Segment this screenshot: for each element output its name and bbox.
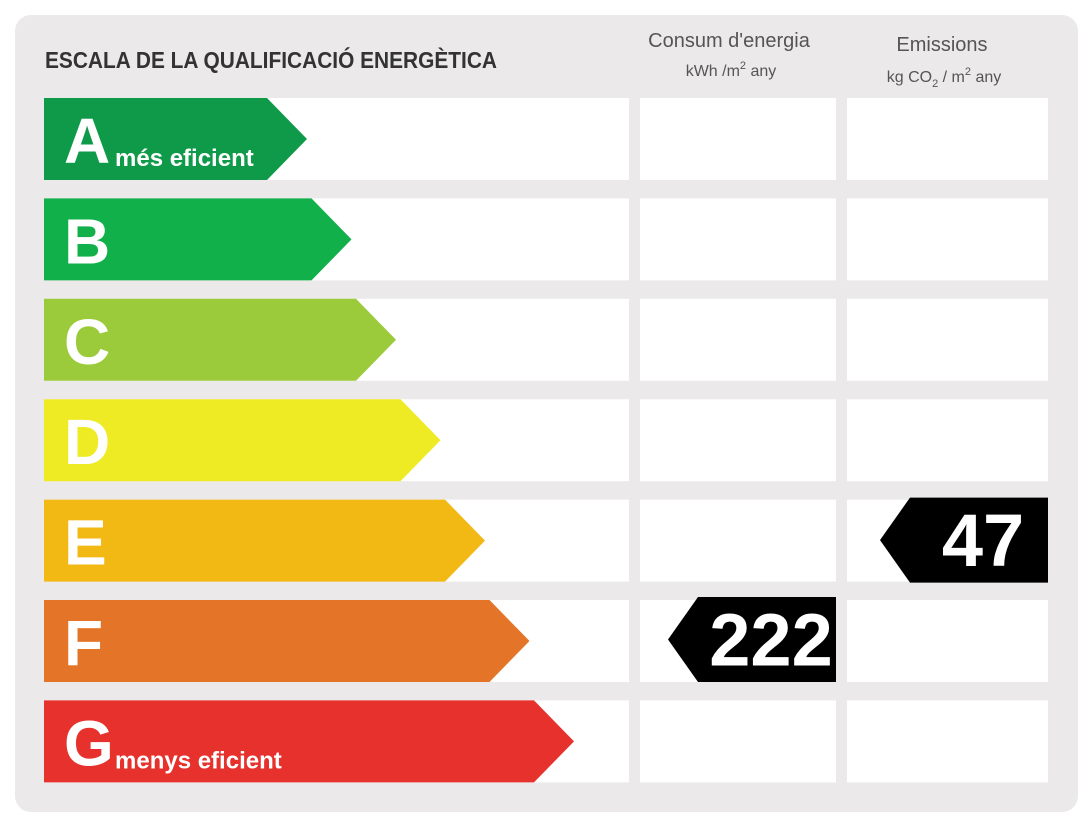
rating-arrow (44, 198, 352, 281)
rating-arrow (44, 298, 396, 381)
consumption-cell (640, 399, 836, 482)
unit-sup: 2 (740, 60, 746, 72)
rating-arrow (44, 700, 574, 783)
unit-part: any (746, 63, 776, 80)
emissions-cell (847, 600, 1048, 682)
unit-part: / m (938, 69, 965, 86)
emissions-cell (847, 700, 1048, 783)
emissions-title: Emissions (896, 34, 987, 56)
consumption-cell (640, 499, 836, 582)
rating-arrow (44, 499, 485, 582)
emissions-cell (847, 198, 1048, 281)
emissions-unit: kg CO2 / m2 any (887, 66, 1002, 90)
rating-letter: B (64, 205, 110, 277)
value-badge (880, 497, 1048, 583)
value-badge (668, 597, 836, 682)
rating-arrow (44, 600, 530, 682)
emissions-cell (847, 399, 1048, 482)
consumption-cell (640, 298, 836, 381)
rating-arrow (44, 98, 307, 180)
consumption-cell (640, 700, 836, 783)
consumption-cell (640, 98, 836, 180)
rating-letter: E (64, 507, 107, 579)
unit-part: kg CO (887, 69, 932, 86)
value-text: 47 (942, 499, 1024, 582)
rating-label: menys eficient (115, 747, 282, 774)
rating-label: més eficient (115, 145, 254, 172)
unit-part: kWh /m (686, 63, 740, 80)
unit-sup: 2 (965, 66, 971, 78)
emissions-cell (847, 298, 1048, 381)
emissions-cell (847, 98, 1048, 180)
title: ESCALA DE LA QUALIFICACIÓ ENERGÈTICA (45, 46, 497, 73)
rating-letter: C (64, 306, 110, 378)
unit-part: any (971, 69, 1001, 86)
rating-letter: A (64, 105, 110, 177)
rating-letter: G (64, 707, 114, 779)
value-text: 222 (709, 599, 832, 682)
rating-letter: D (64, 406, 110, 478)
consumption-unit: kWh /m2 any (686, 60, 777, 80)
rating-letter: F (64, 607, 103, 679)
consumption-cell (640, 198, 836, 281)
consumption-title: Consum d'energia (648, 30, 811, 52)
unit-sub: 2 (932, 78, 938, 90)
rating-arrow (44, 399, 441, 482)
